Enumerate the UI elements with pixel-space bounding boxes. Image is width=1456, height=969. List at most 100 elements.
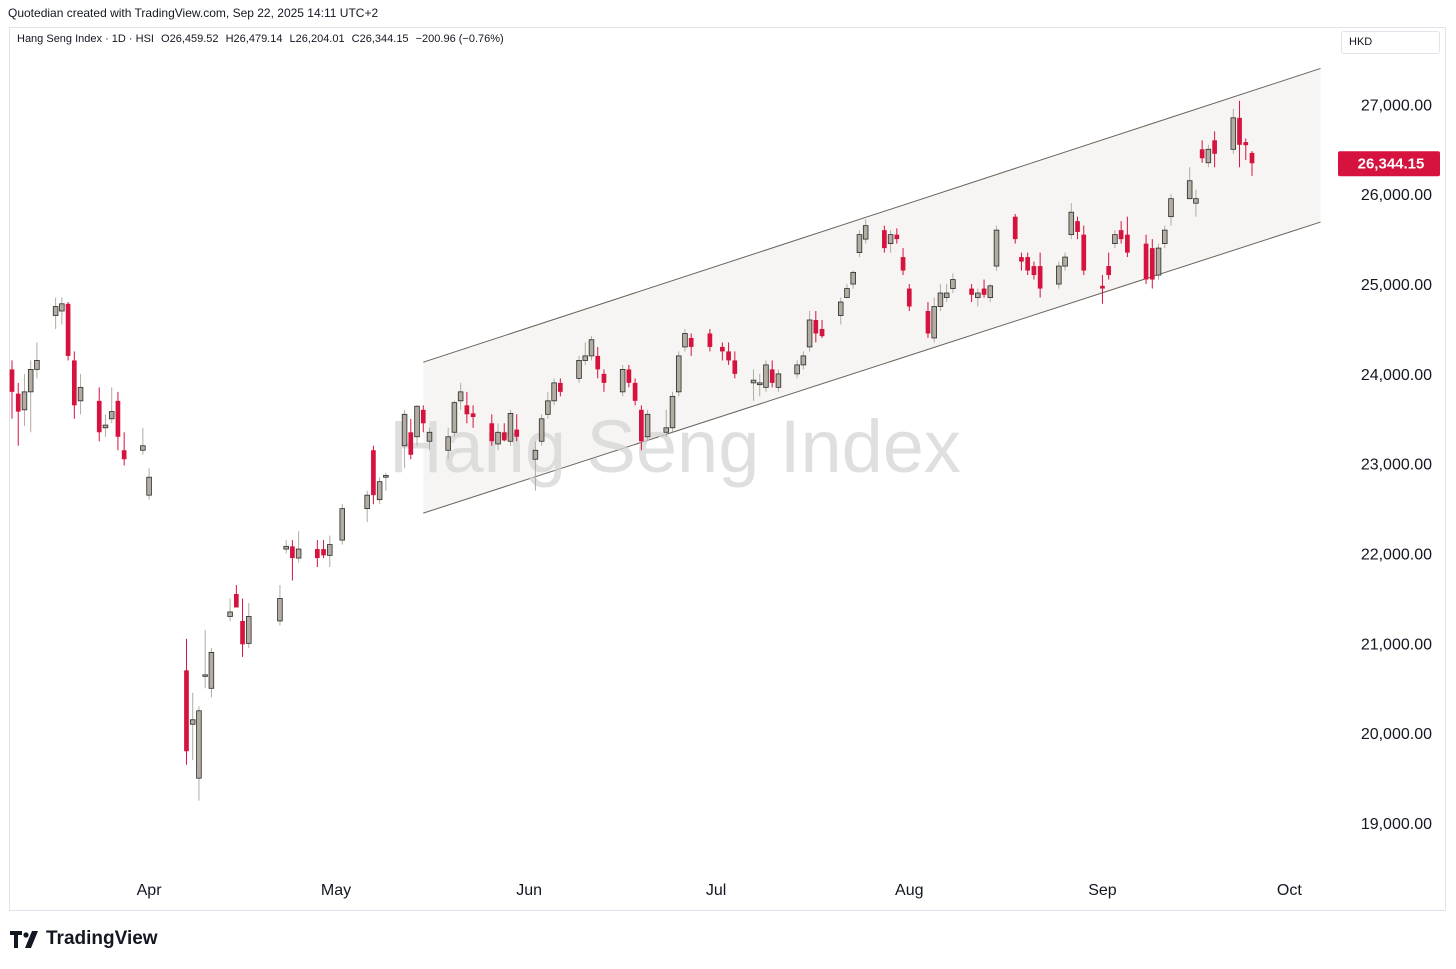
candle[interactable] [1025,252,1031,276]
currency-selector[interactable]: HKD [1341,31,1440,54]
candle[interactable] [52,297,59,329]
candle[interactable] [227,598,233,621]
candle[interactable] [993,225,1000,271]
candle[interactable] [950,273,956,294]
candle[interactable] [1081,225,1087,276]
candle[interactable] [321,540,326,559]
candle[interactable] [233,585,239,608]
candle[interactable] [644,409,651,442]
candle[interactable] [669,391,676,433]
candle[interactable] [184,638,189,765]
candle[interactable] [850,270,856,289]
candle[interactable] [732,351,738,379]
candle[interactable] [906,284,912,311]
candle[interactable] [794,360,800,379]
candle[interactable] [1168,194,1174,226]
candle[interactable] [1230,108,1237,154]
candle[interactable] [277,585,283,626]
candle[interactable] [314,540,320,568]
candle[interactable] [15,382,21,446]
candle[interactable] [557,378,563,397]
candle[interactable] [196,706,202,801]
candle[interactable] [813,310,819,343]
candle[interactable] [77,373,84,415]
candle[interactable] [327,535,333,568]
candle[interactable] [420,405,426,433]
candle[interactable] [9,360,15,419]
candle[interactable] [632,378,638,406]
candle[interactable] [682,328,688,352]
candle[interactable] [501,423,507,442]
candle[interactable] [371,445,376,505]
candle[interactable] [295,531,302,563]
candle[interactable] [981,279,987,298]
candle[interactable] [507,409,514,446]
candle[interactable] [769,360,775,388]
candle[interactable] [1056,261,1062,289]
candle[interactable] [290,540,295,581]
candle[interactable] [1075,216,1080,240]
candle[interactable] [1125,216,1130,258]
candle[interactable] [451,400,458,437]
candle[interactable] [588,336,595,361]
candle[interactable] [688,333,694,356]
candle[interactable] [140,427,146,455]
candle[interactable] [445,427,451,460]
candle[interactable] [115,391,121,451]
candle[interactable] [102,414,109,437]
candle[interactable] [626,364,632,388]
candle[interactable] [1062,252,1068,271]
candle[interactable] [1118,221,1124,244]
candle[interactable] [619,364,626,397]
candle[interactable] [675,351,682,397]
candle[interactable] [27,360,34,433]
candle[interactable] [775,369,782,392]
candle[interactable] [925,302,931,338]
candle[interactable] [1031,261,1037,280]
candle[interactable] [457,382,464,410]
candle[interactable] [108,387,115,424]
candle[interactable] [1012,213,1018,244]
candle[interactable] [240,598,245,657]
candle[interactable] [900,248,906,276]
candle[interactable] [576,355,582,383]
candle[interactable] [987,284,994,303]
candle[interactable] [1112,230,1118,249]
candle[interactable] [663,409,670,437]
candle[interactable] [414,405,420,446]
candle[interactable] [819,319,825,338]
candle[interactable] [582,342,589,365]
candle[interactable] [71,351,77,419]
candle[interactable] [1068,203,1075,240]
candle[interactable] [975,288,981,307]
candle[interactable] [96,387,102,442]
candle[interactable] [1162,225,1168,249]
candle[interactable] [426,427,433,451]
candle[interactable] [931,297,937,343]
candle[interactable] [887,230,894,253]
candle[interactable] [862,219,869,244]
candle[interactable] [601,369,607,392]
candle[interactable] [545,391,551,419]
candle[interactable] [1100,275,1105,304]
candle[interactable] [1237,100,1242,168]
candle[interactable] [514,414,520,442]
candle[interactable] [969,284,974,303]
candle[interactable] [1155,243,1162,280]
candle[interactable] [1199,140,1205,163]
candle[interactable] [121,432,127,466]
candle[interactable] [894,228,900,244]
candle[interactable] [246,602,252,648]
candle[interactable] [470,405,476,428]
candle[interactable] [1186,167,1193,200]
candle[interactable] [1212,131,1217,168]
candle[interactable] [844,284,850,298]
candle[interactable] [750,369,757,401]
candle[interactable] [1106,252,1112,280]
candle[interactable] [937,284,944,311]
channel-lower-line[interactable] [423,221,1321,514]
candle[interactable] [364,490,370,523]
candle[interactable] [882,225,887,253]
candle[interactable] [339,504,345,545]
